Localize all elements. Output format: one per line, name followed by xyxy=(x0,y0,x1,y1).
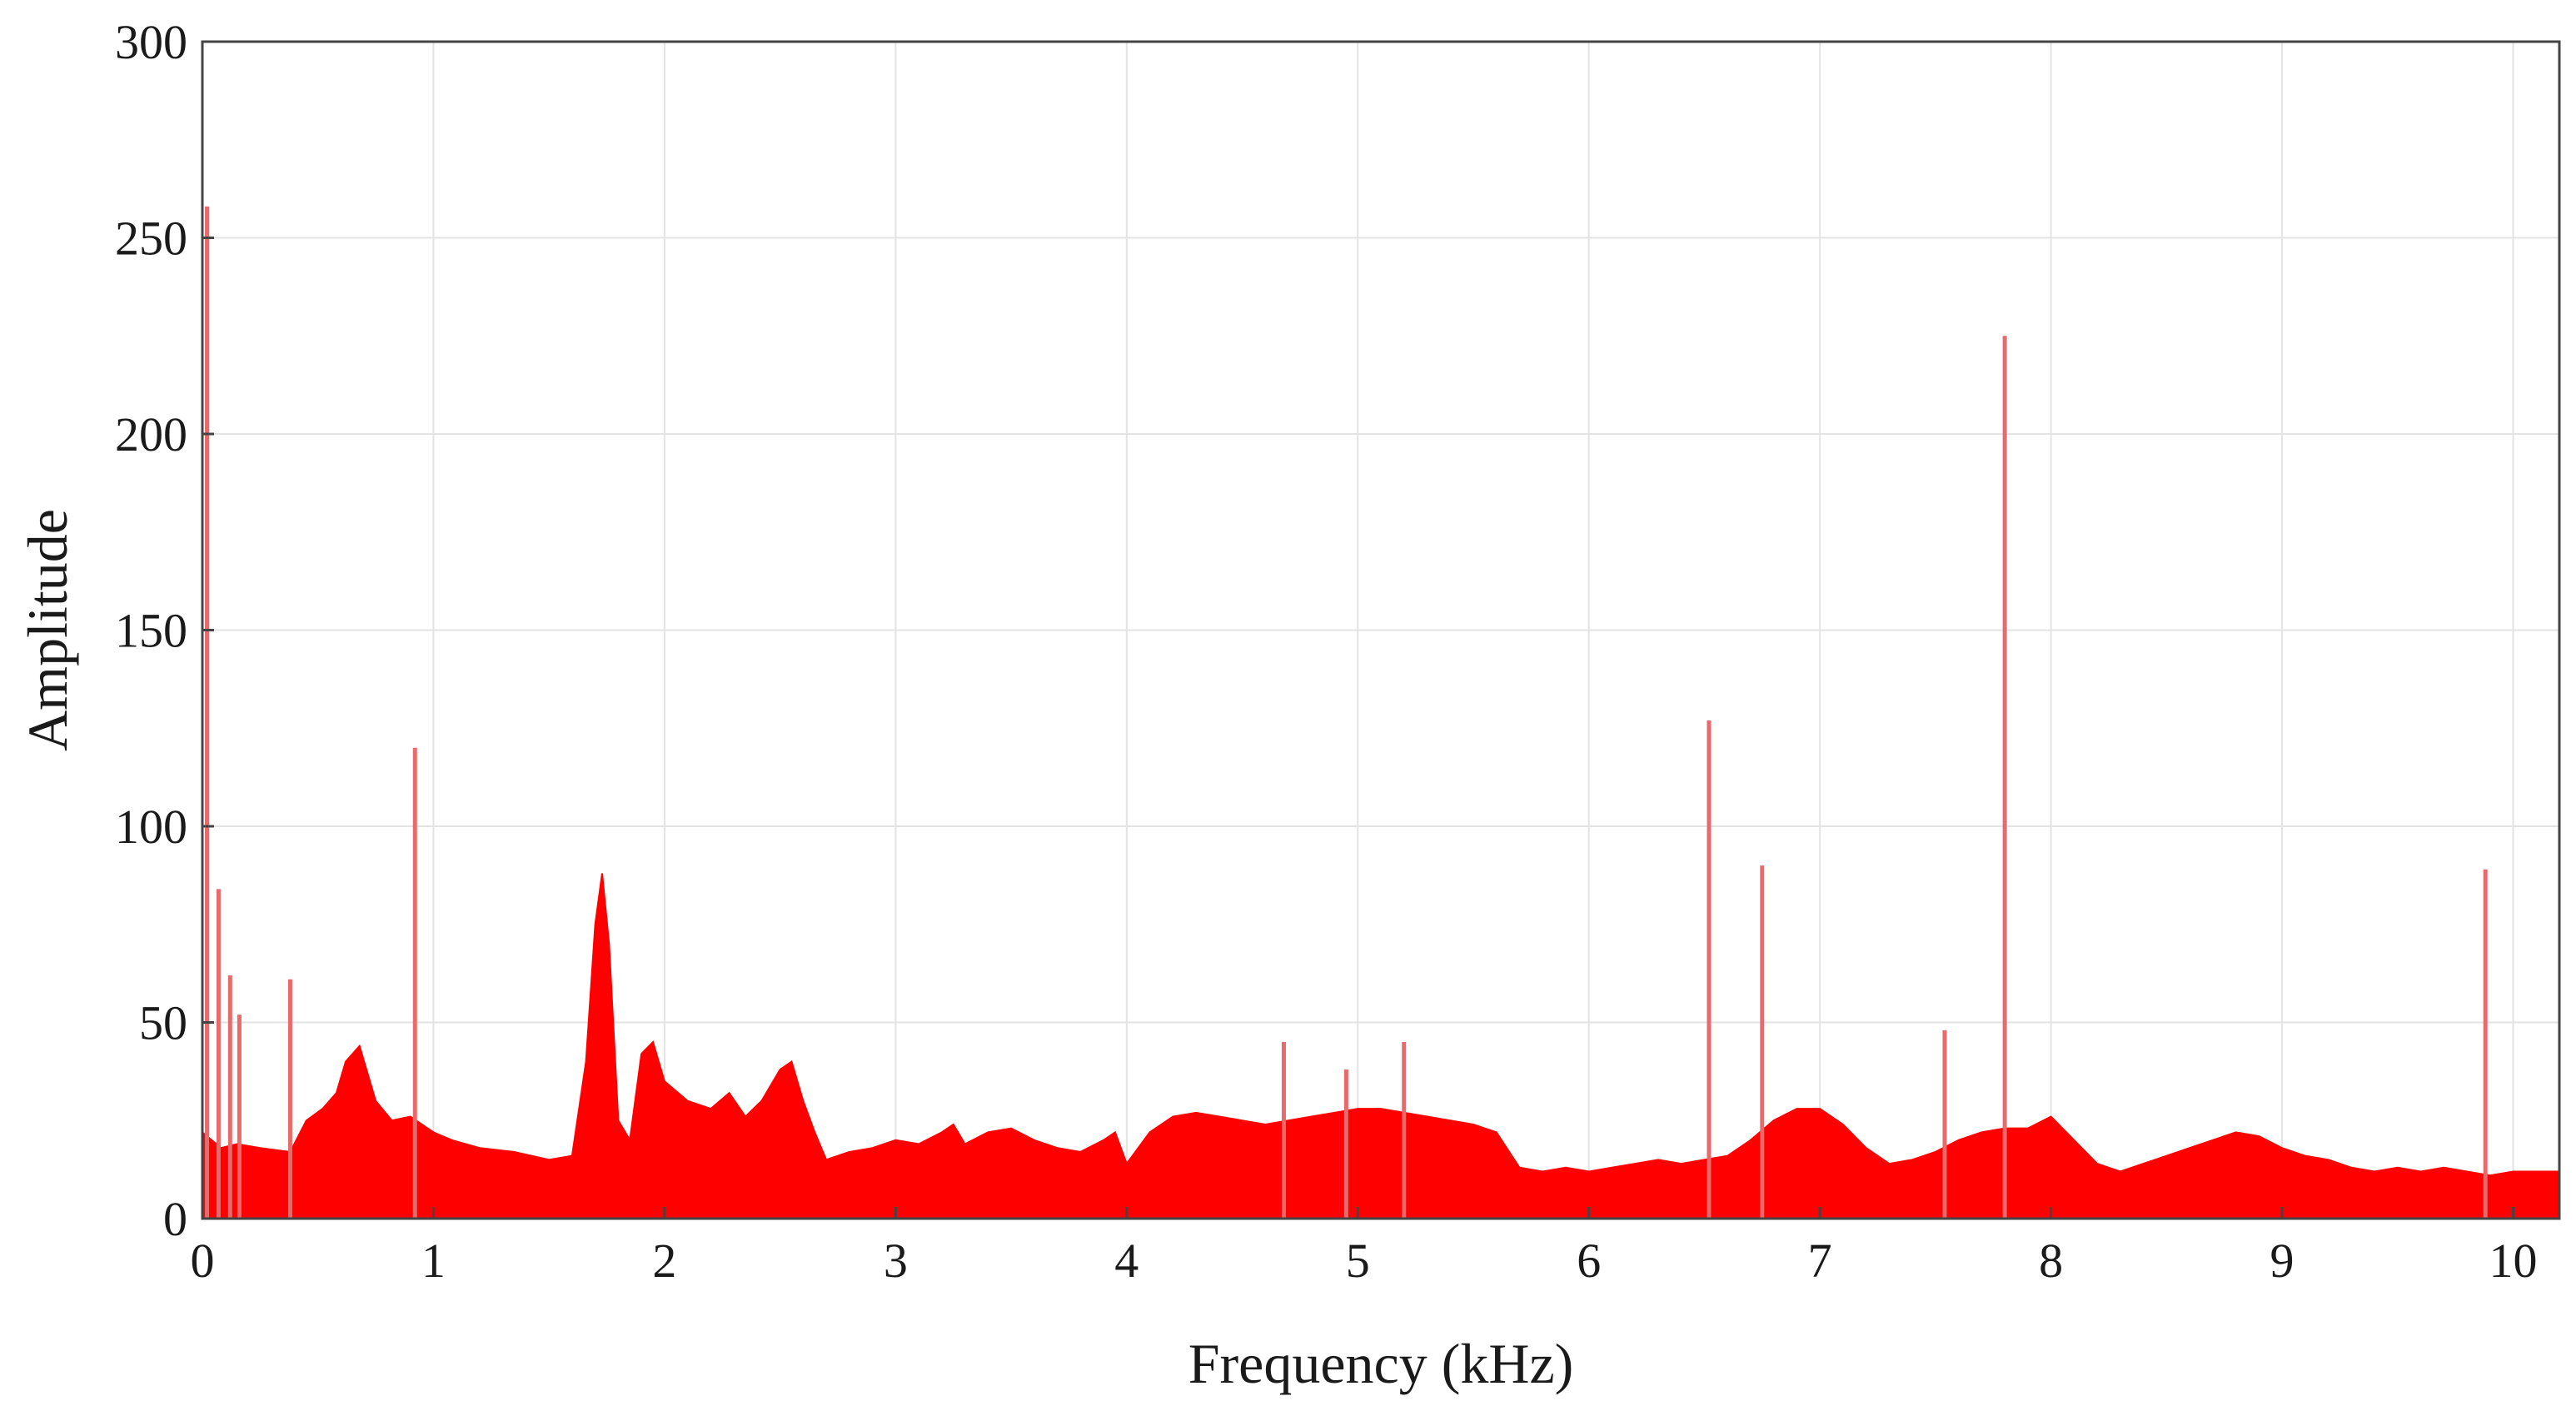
x-tick-label-0: 0 xyxy=(191,1234,215,1288)
y-tick-label-0: 0 xyxy=(163,1192,187,1246)
x-tick-label-3: 3 xyxy=(884,1234,908,1288)
plot-area xyxy=(202,206,2560,1219)
x-axis-label: Frequency (kHz) xyxy=(1188,1332,1574,1395)
x-tick-label-9: 9 xyxy=(2270,1234,2294,1288)
x-tick-label-5: 5 xyxy=(1346,1234,1370,1288)
y-axis-ticks: 0 50 100 150 200 250 300 xyxy=(115,15,214,1246)
y-tick-label-4: 200 xyxy=(115,407,187,461)
spectrum-area xyxy=(202,873,2560,1219)
x-tick-label-7: 7 xyxy=(1808,1234,1832,1288)
y-tick-label-6: 300 xyxy=(115,15,187,69)
x-tick-label-8: 8 xyxy=(2039,1234,2063,1288)
x-axis-ticks: 0 1 2 3 4 5 6 7 8 9 10 xyxy=(191,1207,2538,1288)
y-tick-label-1: 50 xyxy=(139,996,187,1050)
x-tick-label-2: 2 xyxy=(652,1234,676,1288)
grid-lines xyxy=(202,41,2559,1219)
y-axis-label: Amplitude xyxy=(16,509,79,751)
y-tick-label-5: 250 xyxy=(115,212,187,266)
x-tick-label-1: 1 xyxy=(421,1234,446,1288)
y-tick-label-3: 150 xyxy=(115,604,187,658)
y-tick-label-2: 100 xyxy=(115,800,187,854)
x-tick-label-6: 6 xyxy=(1577,1234,1601,1288)
x-tick-label-4: 4 xyxy=(1114,1234,1139,1288)
x-tick-label-10: 10 xyxy=(2489,1234,2538,1288)
